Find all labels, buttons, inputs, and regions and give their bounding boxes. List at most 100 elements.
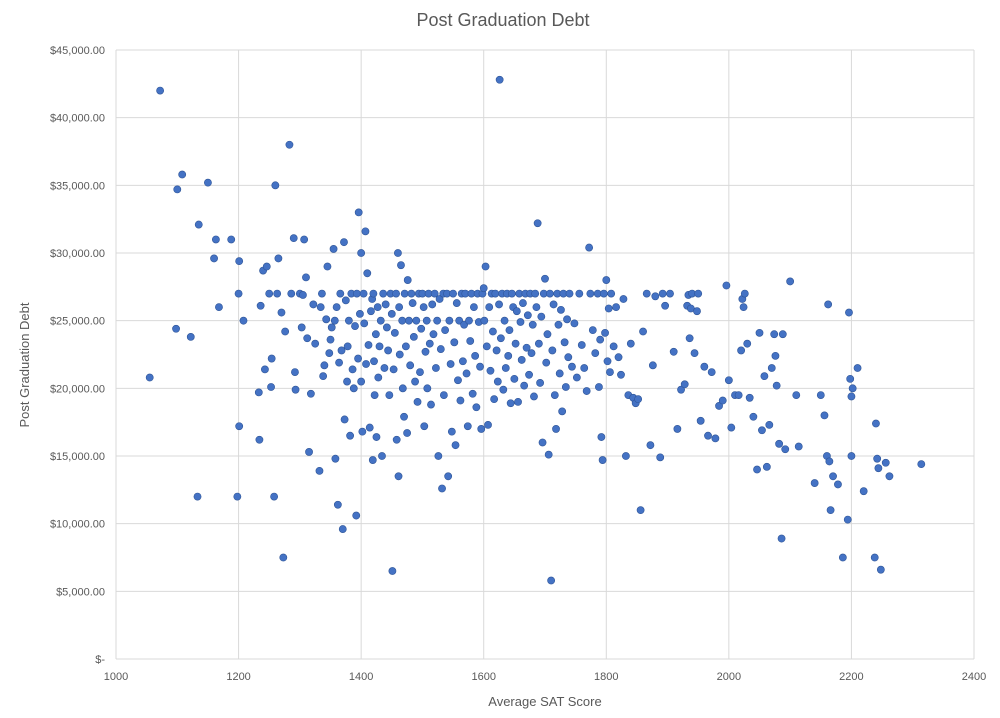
data-point: [512, 307, 521, 316]
data-point: [826, 506, 835, 515]
data-point: [279, 553, 288, 562]
data-point: [642, 289, 651, 298]
data-point: [285, 140, 294, 149]
data-point: [372, 433, 381, 441]
data-point: [427, 400, 435, 409]
data-point: [859, 487, 868, 496]
data-point: [824, 300, 833, 309]
data-point: [194, 220, 203, 229]
x-tick-label: 1600: [471, 671, 495, 683]
data-point: [517, 356, 526, 364]
data-point: [381, 300, 390, 309]
data-point: [591, 349, 600, 358]
data-point: [270, 492, 279, 501]
data-point: [508, 289, 516, 298]
data-point: [354, 208, 363, 217]
data-point: [368, 456, 377, 464]
data-point: [348, 365, 357, 374]
data-point: [376, 316, 385, 325]
data-point: [281, 327, 290, 336]
data-point: [485, 303, 494, 312]
data-point: [582, 387, 591, 395]
data-point: [235, 257, 244, 266]
data-point: [337, 346, 346, 355]
data-point: [351, 322, 359, 330]
data-point: [484, 420, 492, 429]
data-point: [261, 365, 269, 374]
data-point: [456, 396, 465, 405]
data-point: [711, 434, 720, 443]
data-point: [299, 291, 307, 299]
data-point: [603, 357, 612, 366]
data-point: [340, 238, 348, 247]
data-point: [375, 342, 384, 351]
y-axis-title: Post Graduation Debt: [17, 302, 32, 427]
data-point: [300, 235, 309, 244]
data-point: [501, 364, 510, 372]
data-point: [331, 454, 340, 463]
data-point: [528, 320, 537, 329]
data-point: [330, 316, 339, 325]
data-point: [588, 326, 597, 335]
data-points: [145, 75, 926, 585]
data-point: [881, 458, 890, 467]
data-point: [486, 366, 495, 375]
data-point: [340, 415, 349, 424]
data-point: [407, 289, 416, 298]
data-point: [277, 308, 286, 317]
data-point: [204, 178, 212, 187]
data-point: [444, 472, 453, 481]
data-point: [338, 525, 347, 533]
data-point: [873, 454, 882, 463]
x-tick-labels: 1000 1200 1400 1600 1800 2000 2200 2400: [104, 671, 986, 683]
data-point: [311, 339, 320, 348]
data-point: [607, 289, 616, 298]
data-point: [560, 338, 569, 347]
data-point: [511, 339, 520, 348]
data-point: [525, 370, 533, 379]
data-point: [465, 316, 473, 325]
data-point: [677, 385, 685, 394]
data-point: [481, 262, 490, 271]
data-point: [690, 349, 699, 358]
data-point: [767, 364, 776, 372]
data-point: [319, 372, 328, 381]
data-point: [271, 181, 280, 190]
data-point: [838, 553, 847, 562]
data-point: [373, 303, 382, 312]
data-point: [382, 323, 391, 332]
data-point: [387, 309, 396, 318]
data-point: [385, 391, 394, 399]
data-point: [820, 411, 829, 420]
data-point: [446, 360, 455, 368]
data-point: [477, 425, 486, 433]
data-point: [794, 442, 803, 451]
data-point: [349, 384, 358, 393]
data-point: [669, 347, 678, 356]
data-point: [435, 295, 444, 303]
data-point: [558, 407, 567, 416]
data-point: [770, 330, 779, 339]
data-point: [743, 339, 752, 348]
data-point: [322, 315, 331, 324]
data-point: [568, 362, 576, 371]
data-point: [354, 354, 362, 363]
data-point: [406, 361, 415, 370]
data-point: [380, 364, 389, 372]
data-point: [554, 320, 563, 329]
data-point: [516, 318, 525, 326]
data-point: [421, 347, 430, 356]
data-point: [476, 362, 484, 371]
data-point: [848, 384, 857, 393]
data-point: [273, 289, 282, 298]
data-point: [651, 292, 660, 301]
data-point: [543, 330, 552, 339]
data-point: [215, 303, 223, 312]
y-tick-label: $20,000.00: [50, 383, 105, 395]
data-point: [666, 289, 674, 298]
data-point: [267, 354, 276, 363]
data-point: [885, 472, 894, 481]
data-point: [343, 377, 351, 386]
data-point: [749, 412, 758, 421]
